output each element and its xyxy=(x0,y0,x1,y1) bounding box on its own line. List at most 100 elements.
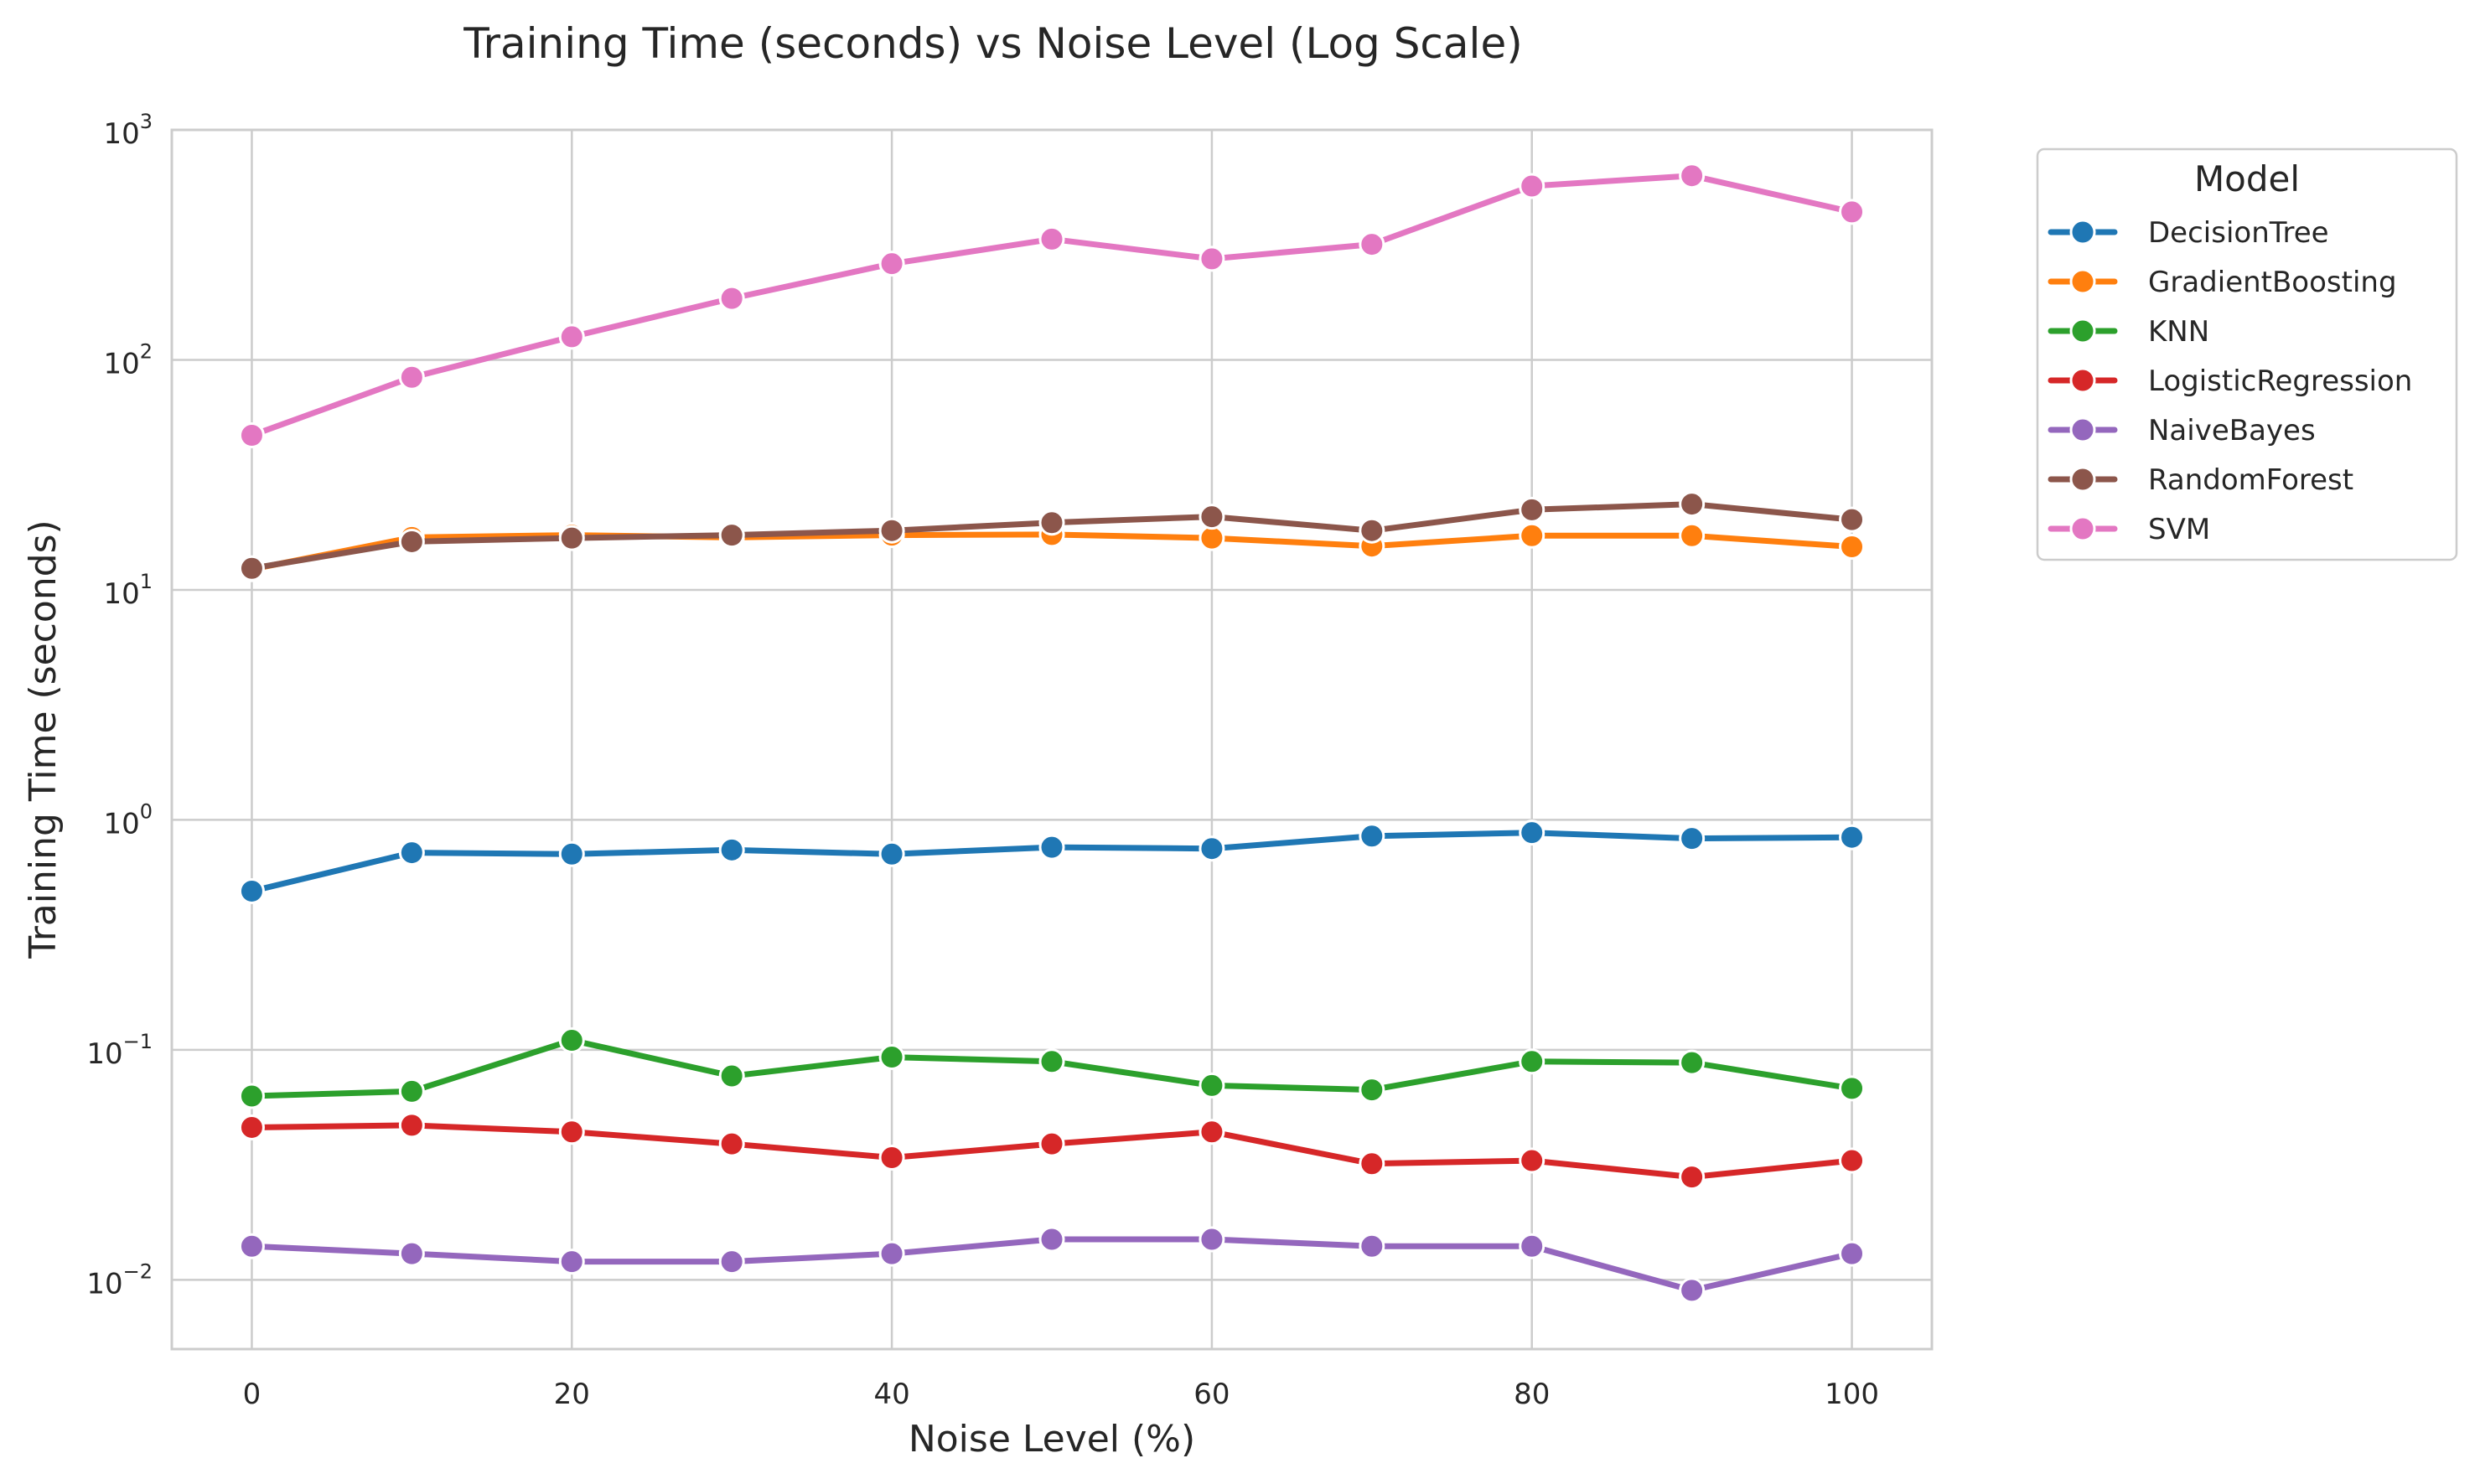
data-point xyxy=(718,836,745,863)
y-tick-label: 10−2 xyxy=(86,1259,153,1300)
data-point xyxy=(398,528,425,555)
legend-swatch-marker xyxy=(2069,466,2096,493)
data-point xyxy=(1038,509,1065,536)
legend-label: SVM xyxy=(2148,513,2210,546)
data-point xyxy=(1038,1130,1065,1157)
y-tick-exponent: 2 xyxy=(140,339,153,363)
legend-item: KNN xyxy=(2048,315,2209,349)
data-point xyxy=(718,1130,745,1157)
legend-label: KNN xyxy=(2148,315,2209,349)
data-point xyxy=(1839,824,1866,851)
data-point xyxy=(558,1119,585,1145)
data-point xyxy=(238,421,265,448)
series-RandomForest xyxy=(238,491,1866,582)
series-NaiveBayes xyxy=(238,1226,1866,1304)
data-point xyxy=(558,525,585,551)
data-point xyxy=(558,840,585,867)
data-point xyxy=(1839,199,1866,225)
legend-item: RandomForest xyxy=(2048,463,2353,497)
legend-items: DecisionTree GradientBoosting KNN LogisticR… xyxy=(2048,216,2412,546)
data-point xyxy=(878,840,905,867)
data-point xyxy=(1679,522,1706,549)
data-point xyxy=(878,1240,905,1267)
y-tick-label: 101 xyxy=(103,570,153,611)
data-point xyxy=(1359,1233,1385,1259)
data-point xyxy=(398,1078,425,1104)
data-point xyxy=(1359,517,1385,544)
y-tick-exponent: −2 xyxy=(123,1259,153,1283)
y-tick-base: 10 xyxy=(103,577,139,611)
x-axis-label: Noise Level (%) xyxy=(909,1418,1195,1461)
series-DecisionTree xyxy=(238,820,1866,904)
data-point xyxy=(1359,1150,1385,1177)
data-point xyxy=(1839,1240,1866,1267)
data-point xyxy=(558,323,585,350)
y-tick-text: 10−2 xyxy=(86,1259,153,1300)
data-point xyxy=(398,1112,425,1139)
legend-frame xyxy=(2036,147,2458,561)
y-tick-base: 10 xyxy=(103,807,139,840)
y-tick-label: 103 xyxy=(103,110,153,151)
data-point xyxy=(1359,823,1385,850)
data-point xyxy=(718,1249,745,1275)
data-point xyxy=(1199,1119,1225,1145)
data-point xyxy=(1199,504,1225,530)
legend-label: DecisionTree xyxy=(2148,216,2329,250)
legend-item: LogisticRegression xyxy=(2048,365,2412,398)
y-axis-label: Training Time (seconds) xyxy=(22,520,65,959)
legend-item: NaiveBayes xyxy=(2048,414,2316,447)
data-point xyxy=(878,517,905,544)
data-point xyxy=(878,1044,905,1071)
legend-label: LogisticRegression xyxy=(2148,365,2412,398)
data-point xyxy=(398,1240,425,1267)
data-point xyxy=(1519,820,1545,846)
series-LogisticRegression xyxy=(238,1112,1866,1191)
x-tick-label: 20 xyxy=(554,1378,590,1411)
legend-swatch-marker xyxy=(2069,367,2096,394)
legend-swatch-marker xyxy=(2069,416,2096,443)
legend-swatch-marker xyxy=(2069,515,2096,542)
y-tick-exponent: 0 xyxy=(140,799,153,823)
data-point xyxy=(1359,231,1385,258)
data-point xyxy=(1679,163,1706,189)
data-point xyxy=(718,285,745,312)
plot-frame xyxy=(170,128,1934,1351)
series-KNN xyxy=(238,1027,1866,1109)
data-point xyxy=(1839,1147,1866,1174)
data-point xyxy=(1519,1233,1545,1259)
data-point xyxy=(238,1114,265,1140)
data-point xyxy=(558,1249,585,1275)
legend-swatch-marker xyxy=(2069,268,2096,295)
y-tick-base: 10 xyxy=(103,117,139,151)
data-point xyxy=(238,1083,265,1109)
y-tick-text: 103 xyxy=(103,110,153,151)
data-point xyxy=(1199,835,1225,862)
data-point xyxy=(398,840,425,866)
data-point xyxy=(1199,246,1225,272)
y-tick-text: 100 xyxy=(103,799,153,840)
data-point xyxy=(1038,834,1065,861)
data-point xyxy=(1679,825,1706,852)
y-tick-text: 102 xyxy=(103,339,153,380)
legend-item: DecisionTree xyxy=(2048,216,2329,250)
data-point xyxy=(1519,1048,1545,1075)
legend-swatch-marker xyxy=(2069,219,2096,246)
data-point xyxy=(1359,1077,1385,1104)
x-axis-ticks: 0 20 40 60 80 100 xyxy=(243,1378,1879,1411)
data-point xyxy=(1519,522,1545,549)
data-point xyxy=(718,1063,745,1089)
data-point xyxy=(1519,496,1545,523)
y-tick-label: 102 xyxy=(103,339,153,380)
x-tick-label: 0 xyxy=(243,1378,261,1411)
data-point xyxy=(238,877,265,904)
legend-swatch-marker xyxy=(2069,318,2096,344)
legend-label: RandomForest xyxy=(2148,463,2353,497)
data-point xyxy=(1038,1048,1065,1075)
legend-title: Model xyxy=(2194,158,2300,199)
y-tick-exponent: 3 xyxy=(140,110,153,133)
series-layer xyxy=(238,163,1866,1304)
y-tick-base: 10 xyxy=(103,347,139,380)
data-point xyxy=(238,555,265,582)
